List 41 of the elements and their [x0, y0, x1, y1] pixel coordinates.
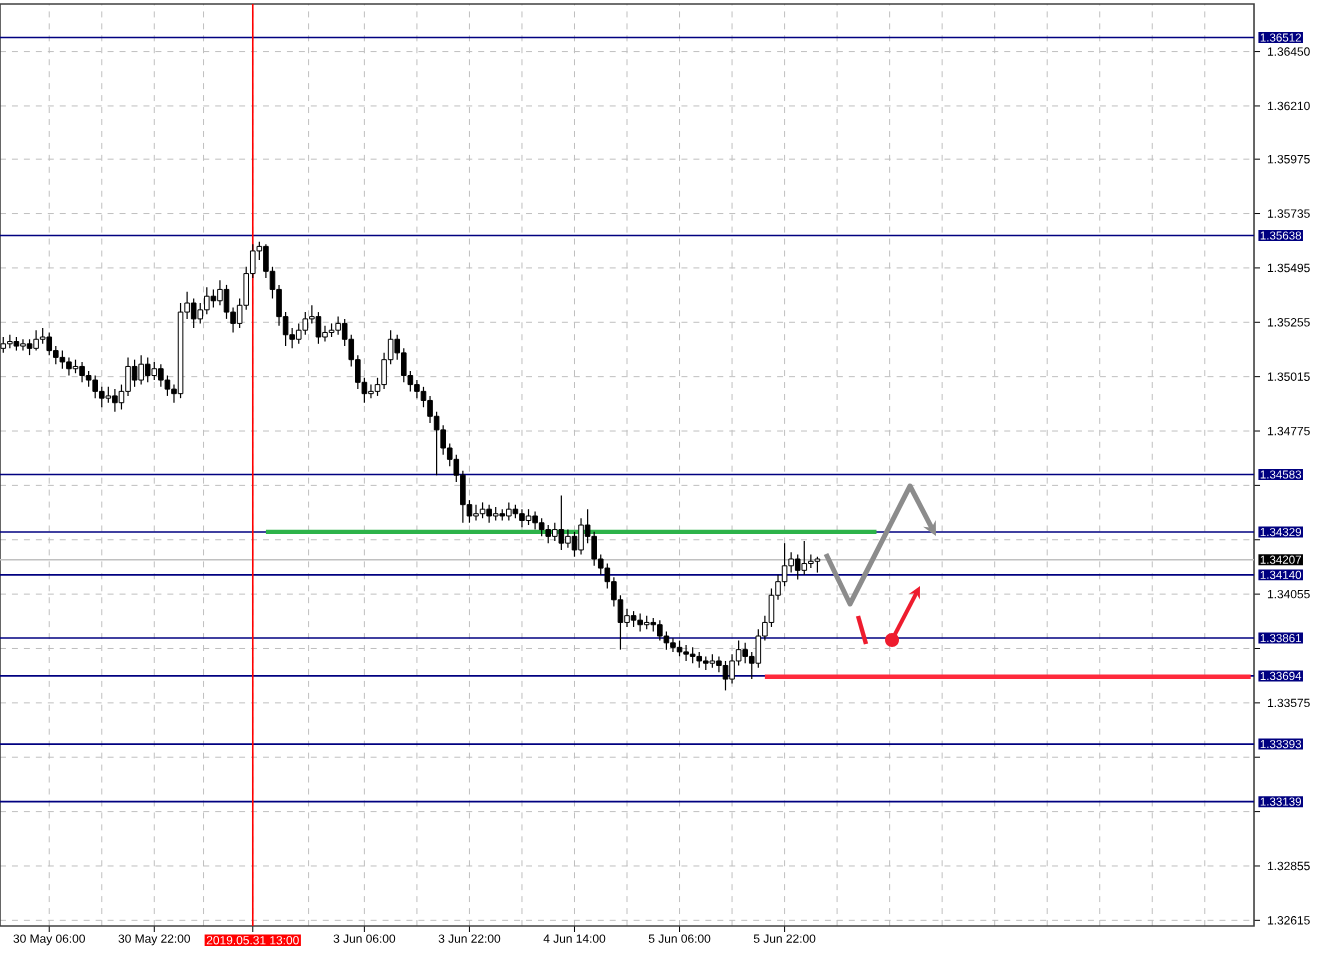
candlestick [538, 517, 545, 537]
candlestick [519, 508, 525, 528]
candlestick [506, 501, 512, 522]
candlestick [112, 388, 118, 413]
candlestick [20, 338, 26, 352]
candlestick [7, 334, 13, 349]
candlestick [486, 504, 492, 524]
candlestick [670, 637, 676, 653]
candlestick [558, 494, 565, 551]
candlestick [144, 356, 151, 383]
candlestick [578, 517, 584, 556]
candlestick [151, 361, 158, 381]
candlestick [551, 522, 558, 542]
candlestick [315, 311, 322, 345]
candlestick [368, 383, 374, 399]
candlestick [217, 279, 223, 306]
candlestick [801, 540, 808, 576]
candlestick [473, 504, 479, 522]
candlestick [637, 612, 643, 633]
candlestick [92, 374, 98, 399]
candlestick [79, 361, 85, 383]
candlestick [722, 660, 729, 691]
candlestick [657, 619, 663, 642]
candlestick [414, 379, 420, 399]
candlestick [683, 644, 689, 662]
candlestick [571, 531, 578, 558]
candlestick [302, 311, 309, 336]
candlestick [545, 524, 552, 544]
candlestick [565, 528, 571, 549]
candlestick [33, 329, 39, 352]
candlestick [335, 316, 341, 336]
candlestick [204, 286, 210, 315]
candlestick [210, 288, 217, 309]
candlestick [158, 363, 164, 388]
candlestick [46, 331, 53, 356]
candlestick [190, 297, 197, 329]
candlestick [66, 356, 72, 377]
candlestick [59, 349, 66, 370]
candlestick [131, 359, 138, 388]
candlestick [532, 510, 538, 531]
candlestick [138, 354, 144, 386]
